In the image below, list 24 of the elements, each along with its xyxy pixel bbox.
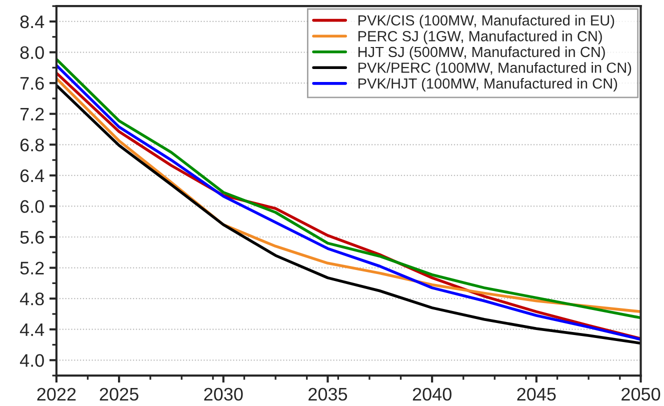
x-tick-label: 2045: [517, 388, 556, 401]
legend-label: HJT SJ (500MW, Manufactured in CN): [358, 46, 605, 60]
x-tick-label: 2035: [308, 388, 348, 401]
legend-label: PVK/CIS (100MW, Manufactured in EU): [358, 14, 614, 28]
legend-label: PERC SJ (1GW, Manufactured in CN): [358, 30, 602, 44]
x-tick-label: 2022: [37, 388, 76, 401]
y-tick-label: 4.0: [20, 354, 44, 367]
x-tick-label: 2050: [622, 388, 660, 401]
x-tick-label: 2025: [100, 388, 138, 401]
legend-label: PVK/PERC (100MW, Manufactured in CN): [358, 62, 632, 76]
y-tick-label: 8.4: [20, 15, 44, 28]
legend-label: PVK/HJT (100MW, Manufactured in CN): [358, 78, 618, 92]
y-tick-label: 6.0: [20, 200, 44, 213]
x-tick-label: 2030: [204, 388, 243, 401]
y-tick-label: 8.0: [20, 46, 44, 59]
y-tick-label: 5.6: [20, 230, 44, 244]
y-tick-label: 7.6: [20, 76, 44, 90]
y-tick-label: 5.2: [20, 262, 44, 275]
y-tick-label: 4.4: [20, 323, 44, 336]
y-tick-label: 4.8: [20, 292, 44, 306]
x-tick-label: 2040: [412, 388, 452, 401]
y-tick-label: 7.2: [20, 108, 44, 120]
y-tick-label: 6.8: [20, 138, 44, 152]
y-tick-label: 6.4: [20, 169, 44, 182]
